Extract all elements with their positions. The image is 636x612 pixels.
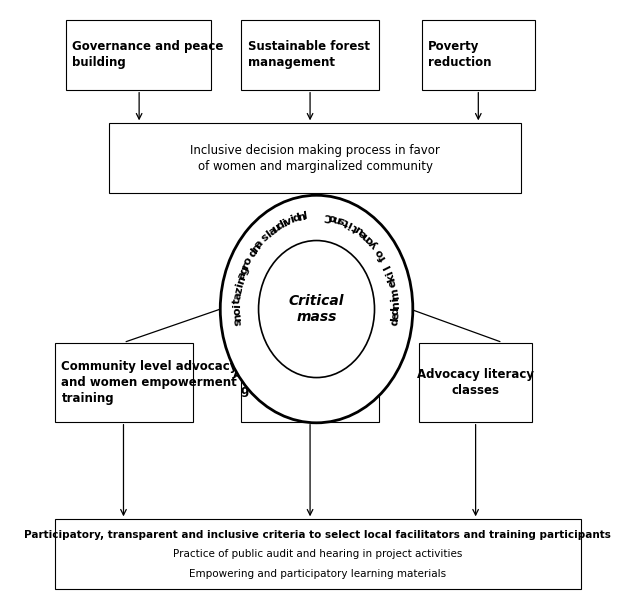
Text: i: i — [232, 304, 242, 308]
Text: Governance and peace
building: Governance and peace building — [73, 40, 224, 69]
FancyBboxPatch shape — [241, 20, 378, 90]
Text: a: a — [233, 291, 244, 300]
Text: e: e — [357, 226, 369, 239]
Text: l: l — [265, 229, 273, 239]
Text: d: d — [292, 212, 302, 224]
Text: Critical
mass: Critical mass — [289, 294, 344, 324]
Text: z: z — [233, 286, 244, 295]
Text: d: d — [391, 307, 401, 315]
Text: Sustainable forest
management: Sustainable forest management — [247, 40, 370, 69]
Text: e: e — [387, 278, 399, 288]
Text: a: a — [266, 225, 279, 237]
Text: g: g — [238, 265, 251, 277]
Ellipse shape — [220, 195, 413, 423]
Text: m: m — [389, 288, 401, 300]
Text: d: d — [390, 318, 401, 327]
Text: Practice of public audit and hearing in project activities: Practice of public audit and hearing in … — [173, 549, 462, 559]
Text: I: I — [303, 211, 308, 222]
Text: d: d — [274, 220, 286, 232]
Text: t: t — [342, 217, 350, 228]
FancyBboxPatch shape — [422, 20, 535, 90]
FancyBboxPatch shape — [241, 343, 378, 422]
Text: u: u — [270, 222, 282, 234]
Text: i: i — [384, 269, 395, 276]
Text: e: e — [391, 312, 401, 321]
Text: d: d — [247, 247, 259, 259]
Text: Empowering and participatory learning materials: Empowering and participatory learning ma… — [190, 569, 446, 579]
Text: o: o — [242, 256, 254, 267]
Text: o: o — [328, 212, 337, 223]
Ellipse shape — [259, 241, 375, 378]
Text: t: t — [350, 222, 359, 233]
Text: a: a — [252, 239, 265, 251]
Text: i: i — [289, 214, 296, 225]
FancyBboxPatch shape — [55, 343, 193, 422]
Text: Assessment of internal
governance capacity: Assessment of internal governance capaci… — [233, 368, 386, 397]
Text: a: a — [237, 271, 249, 281]
Text: v: v — [283, 215, 293, 228]
FancyBboxPatch shape — [55, 519, 581, 589]
Text: s: s — [259, 231, 271, 244]
Text: o: o — [232, 308, 242, 316]
Text: k: k — [385, 272, 397, 283]
Text: i: i — [280, 218, 288, 229]
Text: r: r — [240, 261, 252, 271]
Text: Poverty
reduction: Poverty reduction — [428, 40, 492, 69]
Text: i: i — [347, 219, 354, 230]
Text: c: c — [364, 234, 376, 246]
Text: Community level advocacy
and women empowerment
training: Community level advocacy and women empow… — [62, 360, 238, 405]
Text: y: y — [368, 238, 380, 250]
FancyBboxPatch shape — [419, 343, 532, 422]
Text: f: f — [377, 252, 388, 262]
Text: u: u — [353, 223, 365, 236]
Text: i: i — [235, 283, 245, 289]
Text: s: s — [337, 214, 346, 226]
Text: o: o — [373, 247, 386, 259]
Text: s: s — [233, 318, 244, 326]
Text: Advocacy literacy
classes: Advocacy literacy classes — [417, 368, 534, 397]
Text: C: C — [323, 211, 332, 222]
Text: n: n — [361, 230, 373, 243]
Text: i: i — [391, 297, 401, 302]
Text: n: n — [249, 242, 262, 255]
Text: n: n — [296, 211, 306, 223]
FancyBboxPatch shape — [109, 123, 522, 193]
Text: n: n — [391, 301, 401, 309]
Text: Participatory, transparent and inclusive criteria to select local facilitators a: Participatory, transparent and inclusive… — [24, 529, 611, 540]
Text: n: n — [232, 313, 243, 321]
Text: n: n — [332, 212, 342, 225]
Text: l: l — [382, 263, 393, 271]
FancyBboxPatch shape — [66, 20, 211, 90]
Text: n: n — [235, 275, 247, 286]
Text: t: t — [232, 298, 243, 304]
Text: Inclusive decision making process in favor
of women and marginalized community: Inclusive decision making process in fav… — [190, 144, 440, 173]
